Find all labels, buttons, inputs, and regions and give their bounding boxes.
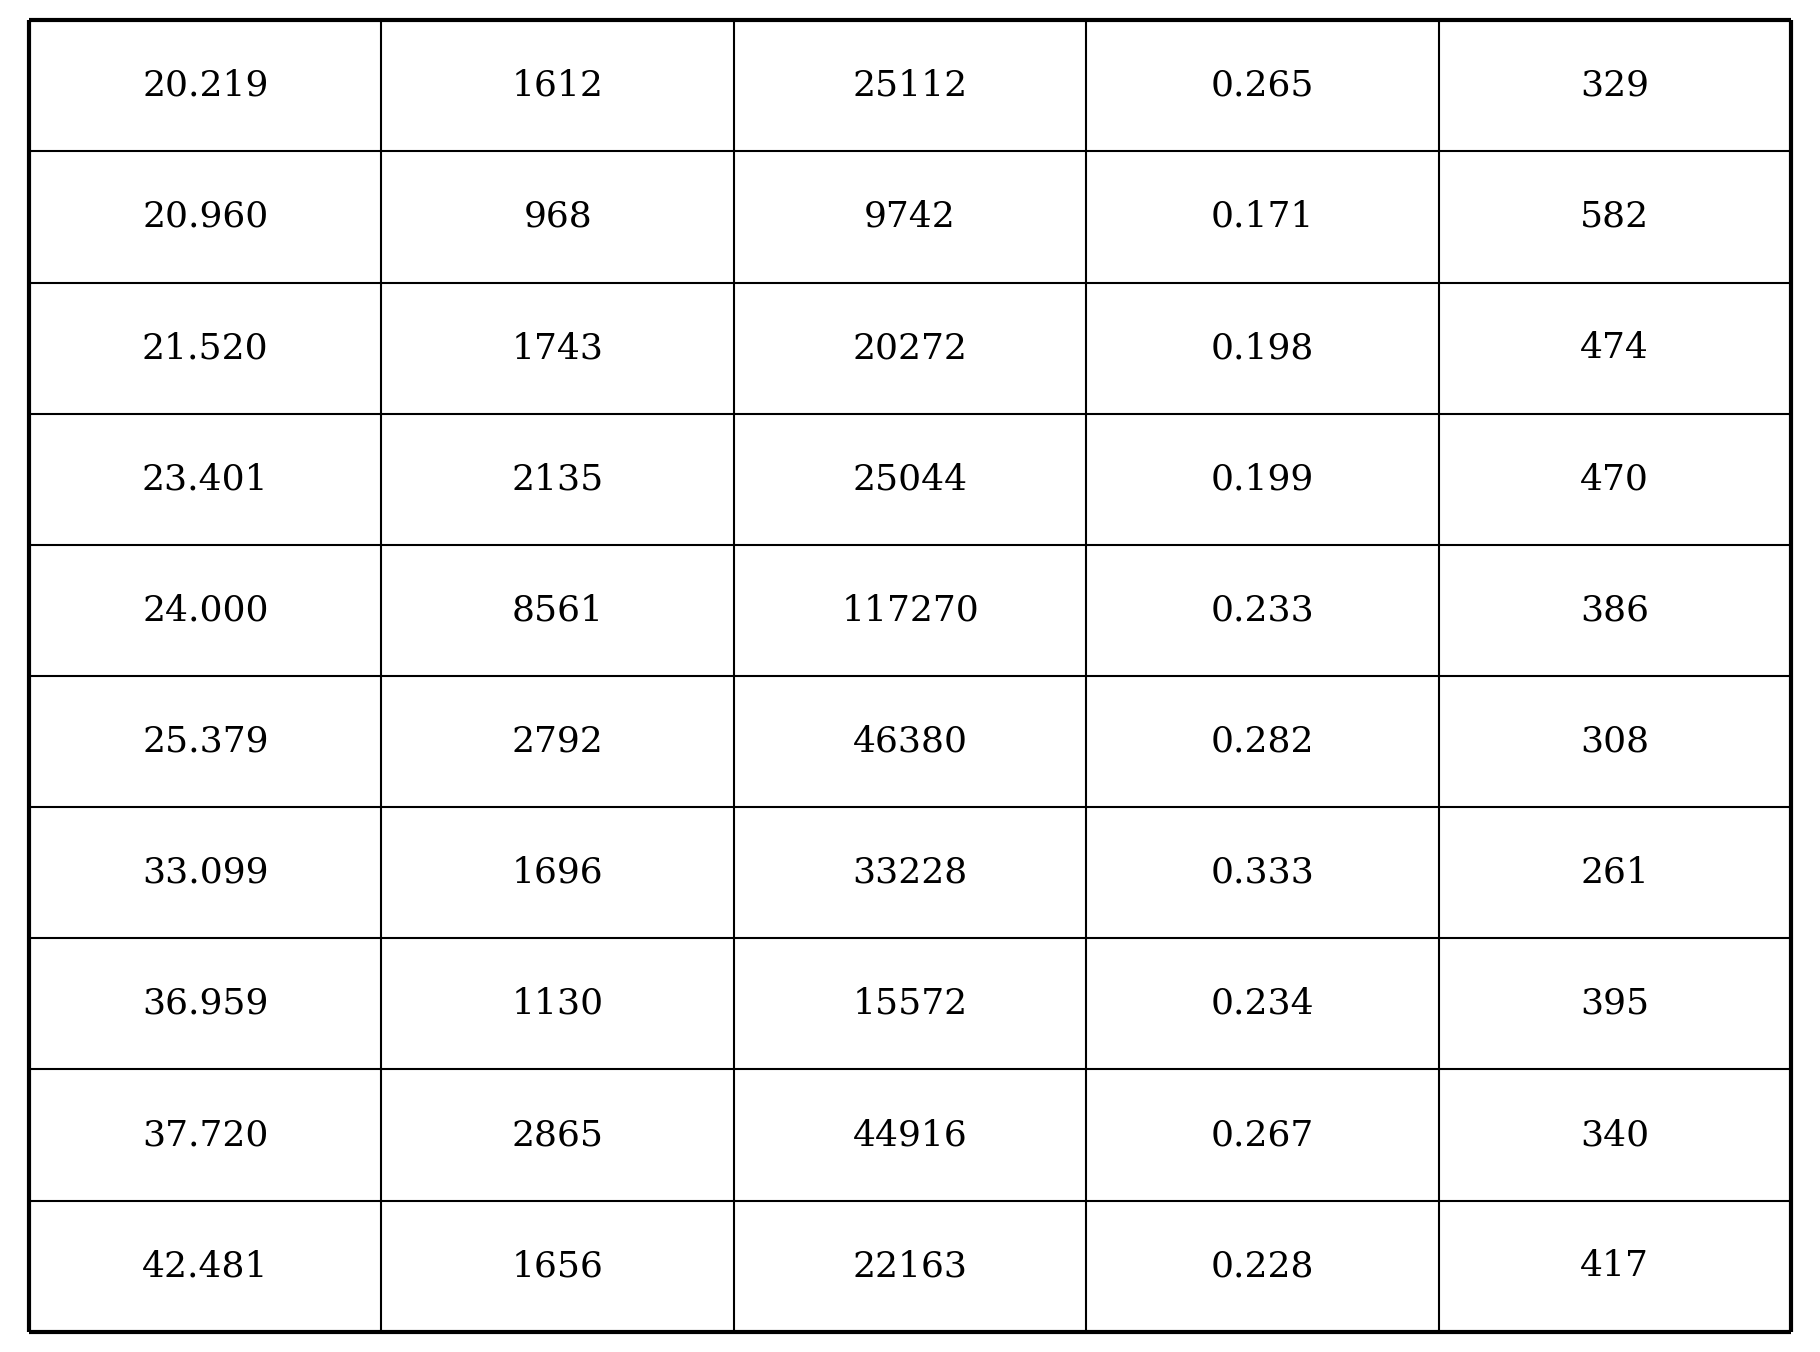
- Text: 470: 470: [1580, 462, 1649, 496]
- Text: 117270: 117270: [841, 594, 979, 627]
- Text: 1743: 1743: [511, 331, 604, 365]
- Text: 20272: 20272: [852, 331, 968, 365]
- Text: 0.333: 0.333: [1210, 856, 1314, 890]
- Text: 968: 968: [524, 200, 592, 234]
- Text: 1696: 1696: [511, 856, 604, 890]
- Text: 0.234: 0.234: [1210, 987, 1314, 1021]
- Text: 0.233: 0.233: [1210, 594, 1314, 627]
- Text: 42.481: 42.481: [142, 1249, 269, 1283]
- Text: 1656: 1656: [511, 1249, 604, 1283]
- Text: 46380: 46380: [852, 725, 968, 758]
- Text: 308: 308: [1580, 725, 1649, 758]
- Text: 417: 417: [1580, 1249, 1649, 1283]
- Text: 261: 261: [1580, 856, 1649, 890]
- Text: 22163: 22163: [852, 1249, 968, 1283]
- Text: 20.219: 20.219: [142, 69, 269, 103]
- Text: 0.282: 0.282: [1210, 725, 1314, 758]
- Text: 37.720: 37.720: [142, 1118, 269, 1152]
- Text: 2135: 2135: [511, 462, 604, 496]
- Text: 0.199: 0.199: [1210, 462, 1314, 496]
- Text: 582: 582: [1580, 200, 1649, 234]
- Text: 15572: 15572: [852, 987, 968, 1021]
- Text: 474: 474: [1580, 331, 1649, 365]
- Text: 25112: 25112: [852, 69, 968, 103]
- Text: 0.198: 0.198: [1210, 331, 1314, 365]
- Text: 33.099: 33.099: [142, 856, 269, 890]
- Text: 0.267: 0.267: [1210, 1118, 1314, 1152]
- Text: 2792: 2792: [511, 725, 604, 758]
- Text: 340: 340: [1580, 1118, 1649, 1152]
- Text: 20.960: 20.960: [142, 200, 268, 234]
- Text: 329: 329: [1580, 69, 1649, 103]
- Text: 44916: 44916: [852, 1118, 968, 1152]
- Text: 386: 386: [1580, 594, 1649, 627]
- Text: 0.265: 0.265: [1210, 69, 1314, 103]
- Text: 33228: 33228: [852, 856, 968, 890]
- Text: 25.379: 25.379: [142, 725, 269, 758]
- Text: 23.401: 23.401: [142, 462, 269, 496]
- Text: 0.171: 0.171: [1210, 200, 1314, 234]
- Text: 395: 395: [1580, 987, 1649, 1021]
- Text: 25044: 25044: [852, 462, 968, 496]
- Text: 9742: 9742: [864, 200, 956, 234]
- Text: 21.520: 21.520: [142, 331, 269, 365]
- Text: 1612: 1612: [511, 69, 604, 103]
- Text: 8561: 8561: [511, 594, 604, 627]
- Text: 24.000: 24.000: [142, 594, 269, 627]
- Text: 2865: 2865: [511, 1118, 604, 1152]
- Text: 0.228: 0.228: [1210, 1249, 1314, 1283]
- Text: 1130: 1130: [511, 987, 604, 1021]
- Text: 36.959: 36.959: [142, 987, 269, 1021]
